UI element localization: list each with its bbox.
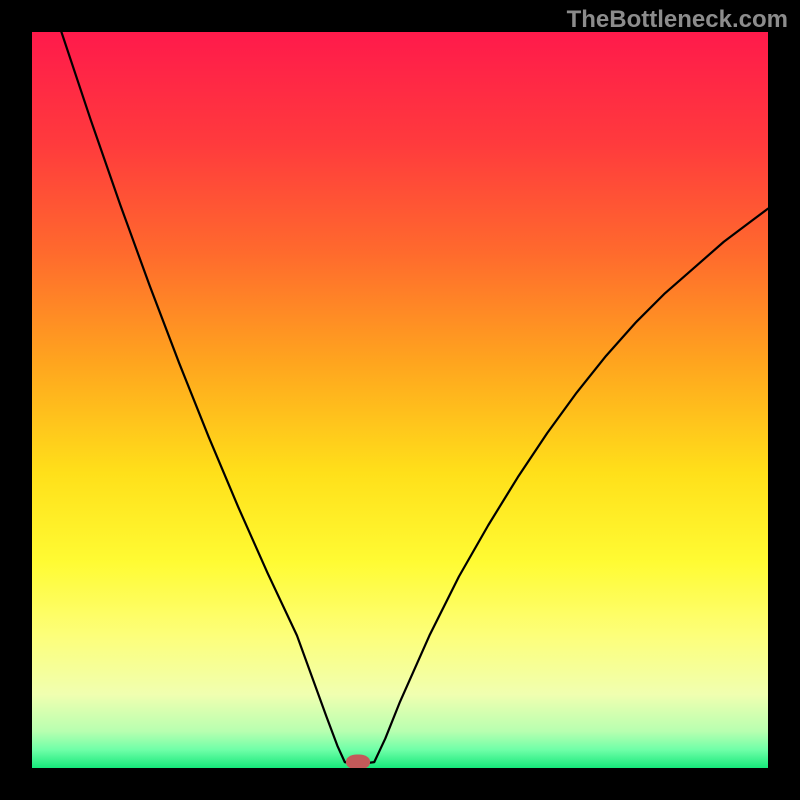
watermark-text: TheBottleneck.com — [567, 6, 788, 34]
optimum-marker — [346, 755, 370, 768]
chart-plot-area — [32, 32, 768, 768]
gradient-background — [32, 32, 768, 768]
